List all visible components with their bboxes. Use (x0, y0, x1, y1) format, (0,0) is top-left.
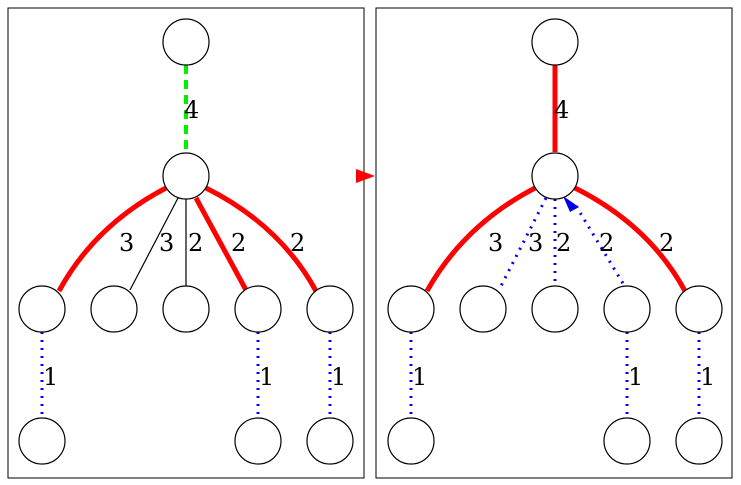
right-panel-frame (375, 7, 733, 479)
right-node-leaf (387, 417, 435, 465)
right-node-child (459, 285, 507, 333)
left-edge-label: 1 (43, 363, 58, 391)
right-arrowhead-icon (563, 196, 579, 212)
right-node-leaf (603, 417, 651, 465)
left-edge-label: 2 (290, 229, 305, 257)
left-panel: 4 3 3 2 2 2 1 1 1 (18, 18, 354, 465)
right-node-child (675, 285, 723, 333)
right-edge-label: 3 (488, 229, 503, 257)
right-edge-center-c4 (574, 205, 629, 291)
right-node-child (387, 285, 435, 333)
left-edge-label: 4 (184, 96, 199, 124)
right-edge-center-c1 (424, 185, 537, 293)
left-edge-label: 1 (259, 363, 274, 391)
right-edge-label: 1 (628, 363, 643, 391)
left-edge-center-c4 (193, 196, 249, 292)
left-node-leaf (18, 417, 66, 465)
right-edge-center-c2 (497, 197, 548, 291)
left-edge-label: 2 (188, 229, 203, 257)
right-edge-label: 2 (599, 229, 614, 257)
left-panel-frame (7, 7, 365, 479)
right-edge-label: 2 (556, 229, 571, 257)
right-edge-label: 4 (554, 96, 569, 124)
right-node-child (603, 285, 651, 333)
left-edge-label: 1 (331, 363, 346, 391)
left-node-child (306, 285, 354, 333)
left-node-child (18, 285, 66, 333)
left-node-child (90, 285, 138, 333)
left-edge-label: 3 (119, 229, 134, 257)
right-node-root (531, 18, 579, 66)
left-node-root (162, 18, 210, 66)
left-node-child (162, 285, 210, 333)
right-edge-label: 1 (700, 363, 715, 391)
right-node-child (531, 285, 579, 333)
left-node-center (162, 152, 210, 200)
right-edge-center-c5 (573, 185, 688, 293)
left-node-child (234, 285, 282, 333)
right-node-leaf (675, 417, 723, 465)
right-edge-label: 2 (659, 229, 674, 257)
right-edge-label: 1 (412, 363, 427, 391)
right-panel: 4 3 3 2 2 2 1 1 1 (387, 18, 723, 465)
left-edge-label: 3 (159, 229, 174, 257)
left-edge-center-c1 (56, 185, 168, 293)
left-node-leaf (234, 417, 282, 465)
left-edge-center-c5 (204, 185, 319, 293)
transition-arrow-icon (356, 169, 375, 183)
left-node-leaf (306, 417, 354, 465)
left-edge-label: 2 (231, 229, 246, 257)
right-node-center (531, 152, 579, 200)
right-edge-label: 3 (528, 229, 543, 257)
left-edge-center-c2 (129, 197, 179, 291)
